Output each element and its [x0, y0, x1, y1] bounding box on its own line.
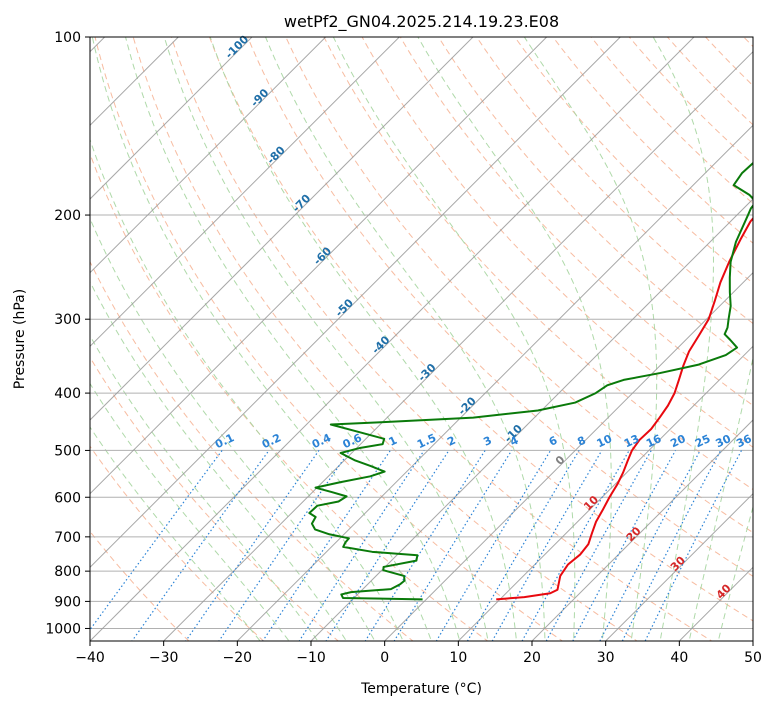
dry-adiabat-line [361, 37, 753, 448]
mixing-ratio-line [435, 450, 552, 641]
profile-series [308, 161, 753, 601]
y-tick-label: 100 [54, 30, 81, 46]
plot-area [90, 37, 753, 641]
mixing-ratio-line [466, 450, 580, 641]
moist-adiabat-line [523, 37, 658, 641]
isotherm-line [90, 37, 695, 641]
y-tick-label: 200 [54, 208, 81, 224]
x-axis-ticks: −40 −30 −20 −10 0 10 20 30 40 50 [75, 641, 762, 666]
plot-frame [89, 36, 754, 642]
x-tick-label: −30 [149, 650, 179, 666]
isotherm-line [457, 345, 753, 641]
mixing-ratio-line [572, 450, 677, 641]
mixing-ratio-line [393, 450, 513, 641]
mixing-ratio-label: 13 [622, 432, 641, 450]
moist-adiabat-line [90, 138, 404, 641]
moist-adiabat-line [125, 37, 461, 641]
x-tick-label: 20 [523, 650, 541, 666]
x-axis-label: Temperature (°C) [360, 681, 482, 697]
x-tick-label: −40 [75, 650, 105, 666]
dry-adiabat-line [90, 356, 339, 641]
x-tick-label: 10 [449, 650, 467, 666]
mixing-ratio-label: 10 [595, 432, 615, 450]
mixing-ratio-line [491, 450, 603, 641]
mixing-ratio-label: 16 [644, 432, 664, 450]
dry-adiabat-line [247, 37, 753, 577]
moist-adiabat-line [688, 355, 753, 641]
moist-adiabat-line [652, 37, 714, 641]
mixing-ratio-line [364, 450, 486, 641]
y-tick-label: 400 [54, 386, 81, 402]
temperature-line [496, 217, 753, 601]
moist-adiabat-line [265, 37, 546, 641]
y-tick-label: 300 [54, 312, 81, 328]
x-tick-label: 0 [380, 650, 389, 666]
dewpoint-line [308, 161, 753, 601]
mixing-ratio-line [262, 450, 391, 641]
mixing-ratio-label: 36 [734, 432, 754, 450]
dry-adiabat-line [437, 37, 753, 365]
y-axis-label: Pressure (hPa) [12, 289, 28, 389]
x-tick-label: −10 [296, 650, 326, 666]
moist-adiabat-line [90, 280, 347, 641]
dry-adiabat-line [90, 530, 190, 641]
moist-adiabat-line [163, 37, 489, 641]
mixing-ratio-line [185, 450, 320, 641]
y-tick-label: 900 [54, 594, 81, 610]
isotherm-line [90, 37, 400, 348]
mixing-ratio-line [218, 450, 351, 641]
chart-title: wetPf2_GN04.2025.214.19.23.E08 [284, 12, 559, 32]
isotherm-line [236, 124, 753, 641]
mixing-ratio-lines [90, 450, 743, 641]
x-tick-label: 30 [597, 650, 615, 666]
isotherm-line [90, 37, 548, 495]
mixing-ratio-label: 20 [668, 432, 688, 450]
mixing-ratio-label: 30 [714, 432, 734, 450]
y-tick-label: 1000 [45, 621, 81, 637]
isotherms [90, 37, 753, 641]
moist-adiabat-line [90, 217, 376, 641]
isotherm-line [90, 37, 327, 274]
y-tick-label: 500 [54, 443, 81, 459]
moist-adiabat-line [417, 37, 612, 641]
moist-adiabat-line [90, 382, 290, 641]
moist-adiabat-line [91, 37, 432, 641]
y-tick-label: 700 [54, 530, 81, 546]
isotherm-line [384, 271, 753, 641]
x-tick-label: −20 [223, 650, 253, 666]
y-axis-ticks: 100 200 300 400 500 600 700 800 900 1000 [45, 30, 90, 637]
dry-adiabats [90, 37, 753, 641]
dry-adiabat-line [90, 152, 489, 641]
mixing-ratio-line [644, 450, 743, 641]
y-tick-label: 600 [54, 490, 81, 506]
isotherm-line [310, 198, 753, 641]
isotherm-line [90, 37, 253, 200]
moist-adiabat-line [90, 334, 319, 641]
isotherm-line [90, 37, 621, 569]
mixing-ratio-label: 25 [693, 432, 712, 450]
mixing-ratio-line [325, 450, 450, 641]
moist-adiabat-line [332, 37, 576, 641]
dry-adiabat-line [399, 37, 753, 407]
isotherm-line [163, 50, 753, 641]
mixing-ratio-line [298, 450, 425, 641]
x-tick-label: 50 [744, 650, 762, 666]
isotherm-line [90, 37, 474, 421]
y-tick-label: 800 [54, 564, 81, 580]
moist-adiabat-line [90, 426, 261, 641]
x-tick-label: 40 [670, 650, 688, 666]
dry-adiabat-line [208, 37, 753, 622]
isotherm-line [531, 419, 753, 641]
dry-adiabat-line [132, 37, 638, 641]
dry-adiabat-line [90, 445, 265, 641]
mixing-ratio-line [90, 450, 223, 631]
moist-adiabat-line [717, 505, 753, 641]
dry-adiabat-line [170, 37, 713, 641]
isotherm-line [605, 492, 753, 641]
